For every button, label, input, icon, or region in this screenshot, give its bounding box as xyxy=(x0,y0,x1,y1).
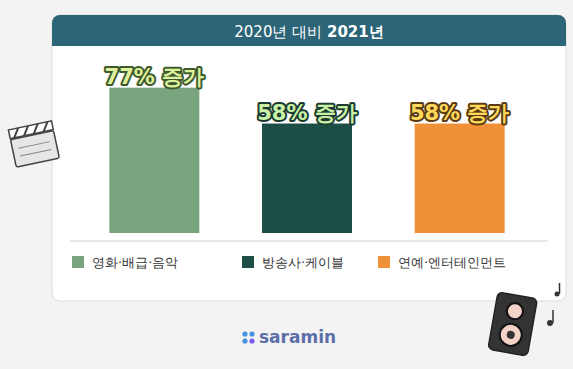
music-note-icon xyxy=(547,283,560,326)
logo: saramin xyxy=(242,327,336,347)
background xyxy=(0,0,573,369)
legend-swatch xyxy=(72,256,84,268)
speaker-icon xyxy=(488,292,537,356)
data-label: 58% 증가 xyxy=(257,101,357,125)
logo-dot xyxy=(249,331,254,336)
legend-swatch xyxy=(242,256,254,268)
header xyxy=(52,15,566,46)
clapperboard-icon xyxy=(8,121,59,167)
bar xyxy=(415,124,505,233)
legend-label: 영화·배급·음악 xyxy=(92,255,178,270)
data-label: 77% 증가 xyxy=(105,65,205,89)
brand: saramin xyxy=(259,327,336,347)
logo-dot xyxy=(249,338,254,343)
chart: 2020년 대비 2021년 77% 증가 58% 증가 58% 증가영화·배급·음악… xyxy=(0,0,573,369)
legend-label: 연예·엔터테인먼트 xyxy=(398,255,506,270)
logo-dot xyxy=(242,338,247,343)
bar xyxy=(109,88,199,233)
data-label: 58% 증가 xyxy=(410,101,510,125)
bar xyxy=(262,124,352,233)
logo-dot xyxy=(242,331,247,336)
legend-swatch xyxy=(378,256,390,268)
legend-label: 방송사·케이블 xyxy=(262,255,344,270)
card xyxy=(52,15,566,301)
separator xyxy=(70,241,548,242)
title: 2020년 대비 2021년 xyxy=(234,23,383,41)
